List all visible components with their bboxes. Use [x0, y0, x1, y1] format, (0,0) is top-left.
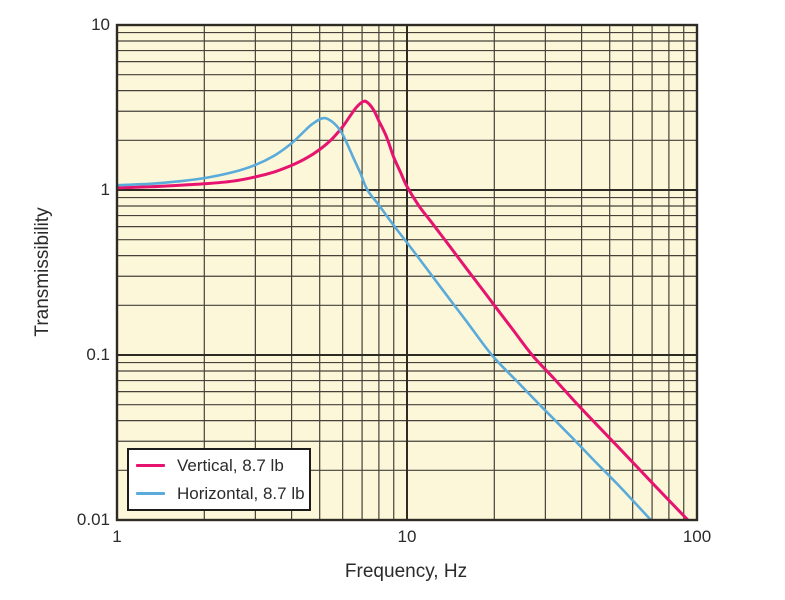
y-tick-label: 10 — [91, 15, 110, 34]
legend-swatch-horizontal-line — [136, 492, 165, 495]
plot-frame — [115, 23, 699, 522]
major-gridlines — [117, 25, 697, 520]
legend-label-horizontal: Horizontal, 8.7 lb — [177, 483, 305, 503]
legend-label-vertical: Vertical, 8.7 lb — [177, 455, 284, 475]
legend-swatch-vertical-line — [136, 464, 165, 467]
legend-item-horizontal: Horizontal, 8.7 lb — [136, 483, 309, 504]
y-tick-label: 0.1 — [86, 345, 110, 364]
legend: Vertical, 8.7 lb Horizontal, 8.7 lb — [127, 448, 311, 511]
x-tick-label: 100 — [682, 527, 712, 546]
y-axis-title: Transmissibility — [32, 207, 53, 337]
y-tick-label: 1 — [100, 180, 110, 199]
x-tick-label: 1 — [112, 527, 122, 546]
legend-item-vertical: Vertical, 8.7 lb — [136, 455, 309, 476]
x-tick-label: 10 — [397, 527, 417, 546]
series-curves — [117, 99, 690, 520]
x-axis-title: Frequency, Hz — [344, 561, 468, 582]
series-line-horizontal — [117, 116, 653, 520]
series-line-vertical — [117, 99, 690, 520]
y-tick-label: 0.01 — [76, 510, 110, 529]
